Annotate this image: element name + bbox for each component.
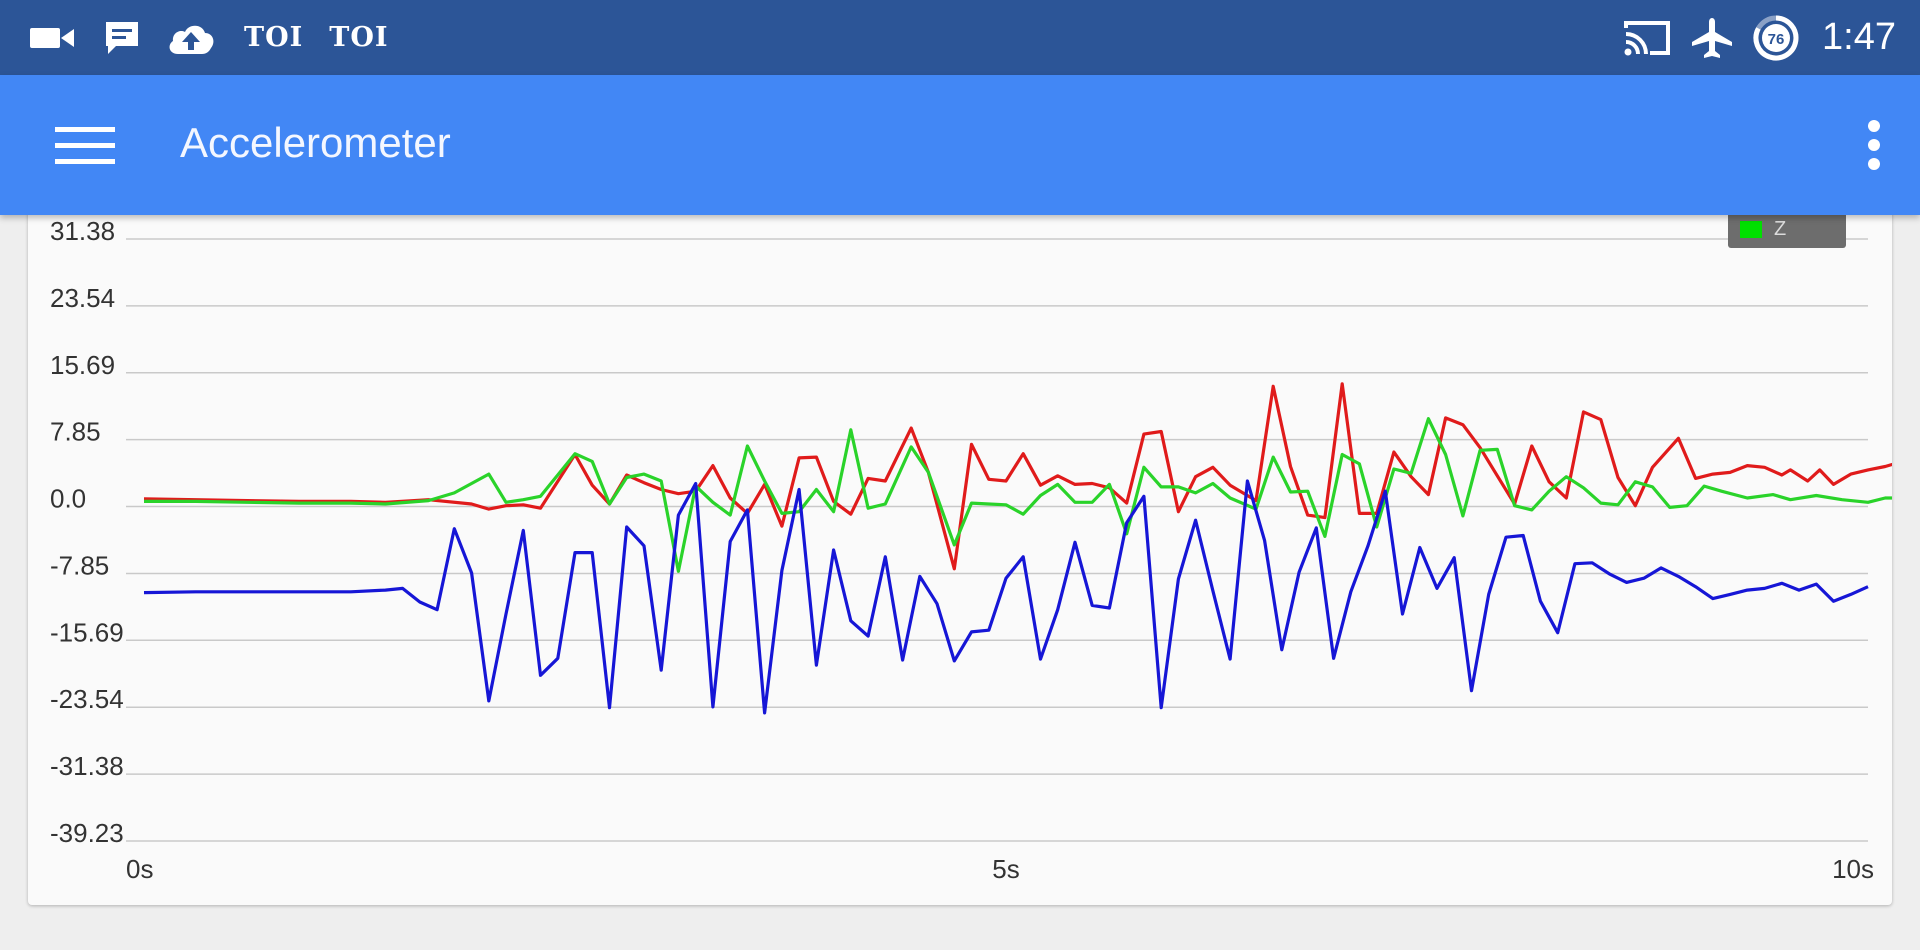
y-tick-label: 23.54 bbox=[50, 283, 115, 313]
series-line-z bbox=[143, 479, 1869, 715]
x-tick-label: 5s bbox=[992, 854, 1019, 884]
y-tick-label: 15.69 bbox=[50, 350, 115, 380]
y-tick-label: -31.38 bbox=[50, 751, 124, 781]
page-title: Accelerometer bbox=[180, 119, 451, 166]
y-tick-label: -39.23 bbox=[50, 818, 124, 848]
cast-icon bbox=[1622, 18, 1672, 58]
app-bar: Accelerometer bbox=[0, 75, 1920, 215]
status-bar: TOI TOI 76 1:47 bbox=[0, 0, 1920, 75]
y-tick-label: 31.38 bbox=[50, 216, 115, 246]
more-vert-icon bbox=[1868, 120, 1880, 170]
news-app-label: TOI bbox=[329, 22, 389, 53]
y-tick-label: -23.54 bbox=[50, 684, 124, 714]
news-app-label: TOI bbox=[244, 22, 304, 53]
chart-card: 31.38 23.54 15.69 7.85 0.0 -7.85 -15.69 -23.54 -… bbox=[28, 205, 1892, 905]
clock: 1:47 bbox=[1822, 16, 1896, 58]
series-line-x bbox=[143, 382, 1892, 571]
system-status-icons: 76 1:47 bbox=[1622, 0, 1896, 75]
legend: Z bbox=[1728, 210, 1846, 248]
battery-icon: 76 bbox=[1752, 14, 1800, 62]
cloud-upload-icon bbox=[164, 18, 218, 58]
y-tick-label: 0.0 bbox=[50, 484, 86, 514]
y-tick-label: 7.85 bbox=[50, 417, 101, 447]
y-tick-label: -15.69 bbox=[50, 617, 124, 647]
overflow-menu-button[interactable] bbox=[1850, 113, 1898, 177]
series-line-y bbox=[144, 417, 1892, 573]
x-tick-label: 0s bbox=[126, 854, 153, 884]
battery-level: 76 bbox=[1768, 31, 1785, 48]
x-tick-label: 10s bbox=[1832, 854, 1874, 884]
hamburger-menu-icon bbox=[55, 127, 115, 164]
legend-swatch-z bbox=[1740, 220, 1762, 238]
video-camera-icon bbox=[28, 23, 76, 53]
menu-button[interactable] bbox=[40, 113, 130, 177]
airplane-mode-icon bbox=[1690, 16, 1734, 60]
message-icon bbox=[102, 18, 142, 58]
legend-entry-z: Z bbox=[1774, 217, 1787, 240]
accelerometer-chart[interactable]: 31.38 23.54 15.69 7.85 0.0 -7.85 -15.69 -23.54 -… bbox=[28, 205, 1892, 905]
notification-icons: TOI TOI bbox=[28, 0, 389, 75]
y-tick-label: -7.85 bbox=[50, 550, 109, 580]
